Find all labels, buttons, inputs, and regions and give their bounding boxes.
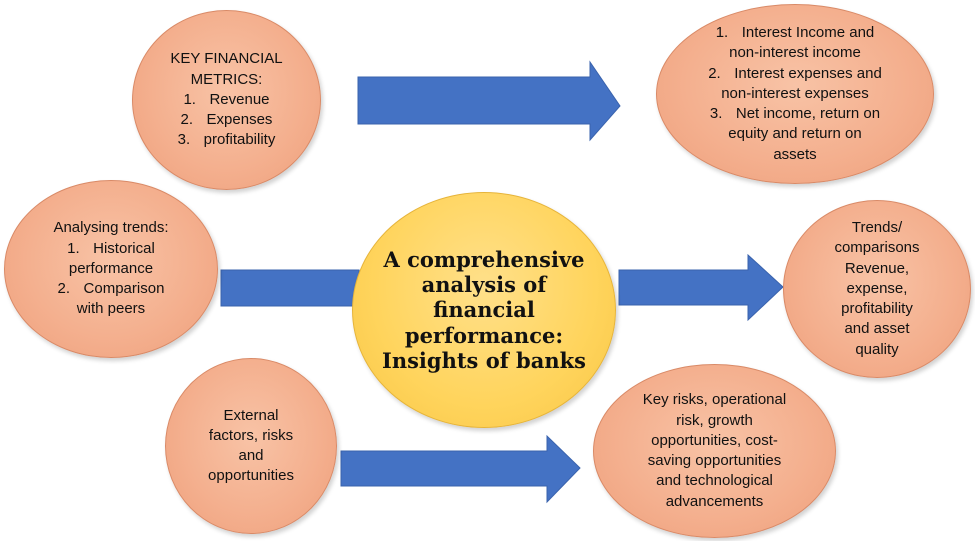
list-item-cont: non-interest expenses (721, 84, 869, 102)
external-factors-ellipse: External factors, risks and opportunitie… (165, 358, 337, 534)
comparisons-line: and asset (844, 320, 910, 338)
list-item: 3. Net income, return on (709, 105, 881, 123)
key-metrics-heading-line2: METRICS: (190, 70, 263, 88)
arrow-metrics-to-details (357, 60, 621, 142)
comparisons-line: profitability (841, 300, 913, 318)
external-line: factors, risks (208, 426, 294, 444)
list-item-cont: performance (68, 259, 154, 277)
comparisons-line: Trends/ (851, 219, 903, 237)
risks-line: saving opportunities (647, 452, 782, 469)
risks-line: and technological (656, 472, 773, 490)
list-item: 1. Historical (67, 239, 155, 257)
comparisons-line: Revenue, (844, 259, 910, 277)
list-item: 2. Expenses (180, 111, 273, 129)
income-details-ellipse: 1. Interest Income and non-interest incom… (656, 4, 934, 184)
key-metrics-list: 1. Revenue 2. Expenses 3. profitability (170, 90, 282, 151)
comparisons-line: expense, (846, 279, 908, 297)
list-item-cont: with peers (76, 300, 146, 318)
list-item-cont: equity and return on (728, 125, 862, 143)
bar-trends-to-center (220, 269, 360, 307)
comparisons-line: quality (855, 340, 899, 358)
external-line: and (238, 447, 264, 464)
risks-line: advancements (665, 492, 764, 510)
risks-ellipse: Key risks, operational risk, growth oppo… (593, 364, 836, 538)
arrow-external-to-risks (340, 434, 581, 504)
external-line: opportunities (208, 467, 294, 485)
risks-line: opportunities, cost- (651, 431, 778, 449)
trends-ellipse: Analysing trends: 1. Historical performan… (4, 180, 218, 358)
list-item-cont: assets (773, 145, 817, 163)
center-topic-ellipse: A comprehensive analysis of financial pe… (352, 192, 616, 428)
list-item: 2. Interest expenses and (708, 64, 882, 82)
comparisons-ellipse: Trends/ comparisons Revenue, expense, pr… (783, 200, 971, 378)
list-item: 1. Revenue (183, 90, 270, 108)
risks-line: Key risks, operational (642, 391, 787, 409)
arrow-center-to-comparisons (618, 253, 784, 322)
list-item: 2. Comparison (57, 280, 165, 298)
key-metrics-heading-line1: KEY FINANCIAL (170, 50, 283, 68)
list-item-cont: non-interest income (729, 44, 861, 62)
trends-heading: Analysing trends: (53, 219, 169, 237)
key-metrics-ellipse: KEY FINANCIAL METRICS: 1. Revenue 2. Expen… (132, 10, 321, 190)
list-item: 1. Interest Income and (715, 24, 875, 42)
external-line: External (223, 406, 279, 424)
risks-line: risk, growth (676, 411, 753, 429)
comparisons-line: comparisons (834, 239, 920, 257)
list-item: 3. profitability (177, 131, 276, 149)
center-title: A comprehensive analysis of financial pe… (382, 247, 586, 373)
